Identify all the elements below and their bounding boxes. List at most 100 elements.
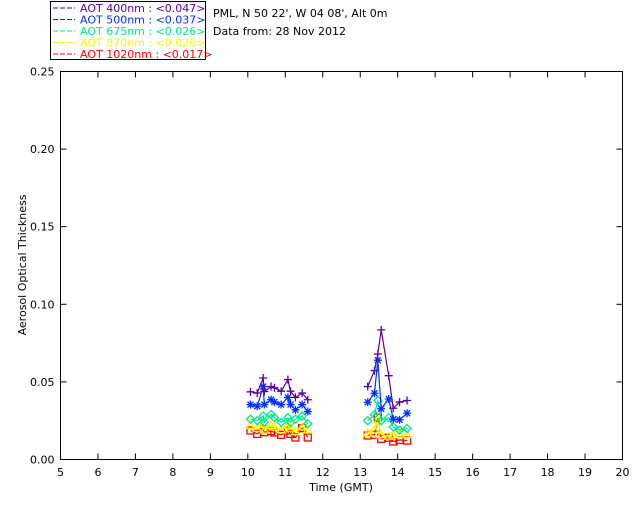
plus-marker [370,366,379,375]
diamond-marker [302,418,313,429]
plus-marker [395,398,404,407]
plus-marker [363,382,372,391]
x-tick-label: 19 [578,466,592,479]
triangle-marker [376,429,387,439]
legend-box [50,1,206,60]
x-tick-label: 17 [503,466,517,479]
diamond-marker [376,415,387,426]
diamond-marker [269,412,280,423]
plus-marker [253,389,262,398]
asterisk-marker [291,405,300,414]
legend-entry: AOT 1020nm : <0.017> [80,48,213,61]
triangle-marker [259,424,270,434]
asterisk-marker [395,415,404,424]
diamond-marker [388,421,399,432]
triangle-marker [290,426,301,436]
square-marker [277,430,286,439]
triangle-marker [285,423,296,433]
plus-marker [267,382,276,391]
series-line [367,329,408,410]
asterisk-marker [403,409,412,418]
plus-marker [389,404,398,413]
plus-marker [286,387,295,396]
plus-marker [303,395,312,404]
plot-area [60,71,623,460]
asterisk-marker [363,398,372,407]
legend-entry: AOT 400nm : <0.047> [80,2,206,15]
x-tick-label: 12 [316,466,330,479]
y-tick-label: 0.10 [30,298,55,311]
y-tick-label: 0.05 [30,376,55,389]
x-tick-label: 10 [241,466,255,479]
asterisk-marker [286,400,295,409]
x-tick-label: 8 [169,466,176,479]
triangle-marker [302,424,313,434]
plus-marker [298,389,307,398]
plus-marker [246,387,255,396]
asterisk-marker [260,400,269,409]
triangle-marker [297,421,308,431]
square-marker [303,433,312,442]
diamond-marker [290,414,301,425]
series-line [250,377,309,401]
x-tick-label: 18 [541,466,555,479]
title-line-2: Data from: 28 Nov 2012 [213,25,346,38]
x-tick-label: 11 [278,466,292,479]
series-layer [245,325,413,446]
asterisk-marker [246,400,255,409]
plus-marker [283,375,292,384]
asterisk-marker [259,382,268,391]
x-axis-label: Time (GMT) [308,481,373,494]
triangle-marker [388,429,399,439]
triangle-marker [269,421,280,431]
diamond-marker [383,412,394,423]
asterisk-marker [373,356,382,365]
plus-marker [384,371,393,380]
asterisk-marker [298,400,307,409]
x-tick-label: 14 [391,466,405,479]
series-plus [246,325,412,413]
plus-marker [277,387,286,396]
diamond-marker [402,423,412,434]
asterisk-marker [283,393,292,402]
plus-marker [259,374,268,383]
legend: AOT 400nm : <0.047>AOT 500nm : <0.037>AO… [53,2,213,61]
plus-marker [260,387,269,396]
x-tick-label: 9 [207,466,214,479]
title-line-1: PML, N 50 22', W 04 08', Alt 0m [213,7,387,20]
x-tick-label: 20 [616,466,630,479]
y-tick-label: 0.00 [30,454,55,467]
legend-entry: AOT 500nm : <0.037> [80,14,206,27]
diamond-marker [362,415,373,426]
series-diamond [245,395,412,435]
plus-marker [377,325,386,334]
diamond-marker [259,417,270,428]
x-tick-label: 13 [353,466,367,479]
diamond-marker [252,415,263,426]
asterisk-marker [377,404,386,413]
plus-marker [291,393,300,402]
x-tick-label: 15 [428,466,442,479]
asterisk-marker [253,402,262,411]
triangle-marker [401,429,413,439]
diamond-marker [245,414,256,425]
x-tick-label: 6 [94,466,101,479]
asterisk-marker [277,400,286,409]
y-tick-label: 0.20 [30,143,55,156]
axes: 5 6 7 8 9 10 11 12 13 14 15 16 17 18 19 20 0.00 0.05 0.10 0… [30,66,630,480]
diamond-marker [369,409,380,420]
plus-marker [270,383,279,392]
x-tick-label: 5 [57,466,64,479]
y-tick-label: 0.15 [30,221,55,234]
asterisk-marker [270,398,279,407]
triangle-marker [276,424,287,434]
triangle-marker [245,420,256,430]
triangle-marker [372,415,383,425]
plus-marker [403,396,412,405]
triangle-marker [362,427,373,437]
plus-marker [373,349,382,358]
asterisk-marker [389,415,398,424]
legend-entry: AOT 675nm : <0.026> [80,25,206,38]
diamond-marker [394,425,405,435]
